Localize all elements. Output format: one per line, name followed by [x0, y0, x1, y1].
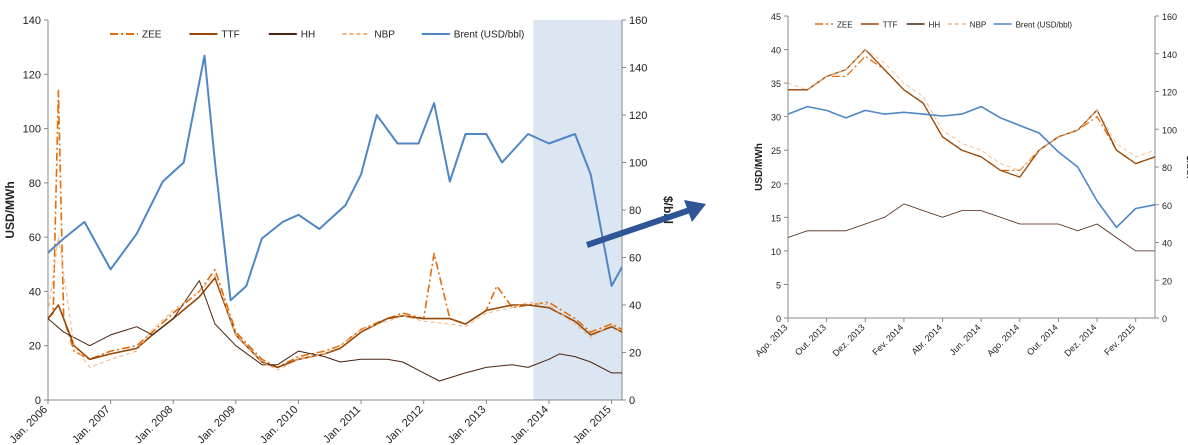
y2-tick-label: 60 — [629, 253, 641, 265]
y-tick-label: 100 — [23, 124, 41, 136]
legend-label: Brent (USD/bbl) — [454, 30, 525, 41]
x-tick-label: Jan. 2013 — [446, 404, 489, 445]
y-tick-label: 25 — [771, 146, 781, 156]
y2-tick-label: 20 — [1162, 276, 1172, 286]
zoom-arrow — [586, 200, 706, 248]
y-tick-label: 45 — [771, 12, 781, 22]
y-tick-label: 15 — [771, 213, 781, 223]
x-tick-label: Jan. 2009 — [195, 404, 238, 445]
y2-tick-label: 0 — [1162, 314, 1167, 324]
arrow-shaft — [586, 207, 691, 248]
x-tick-label: Jan. 2012 — [383, 404, 426, 445]
y-tick-label: 20 — [29, 341, 41, 353]
series-line-nbp — [787, 49, 1156, 171]
y2-tick-label: 40 — [629, 300, 641, 312]
x-tick-label: Jan. 2011 — [321, 404, 363, 445]
x-tick-label: Ago. 2014 — [985, 322, 1021, 358]
series-line-brent — [787, 105, 1156, 229]
y-tick-label: 35 — [771, 79, 781, 89]
y-tick-label: 40 — [771, 46, 781, 56]
series-line-hh — [787, 203, 1155, 252]
x-tick-label: Jan. 2006 — [7, 404, 50, 445]
y-tick-label: 40 — [29, 286, 41, 298]
y2-tick-label: 160 — [1162, 12, 1177, 22]
chart-2013-2015: 0 5 10 15 20 25 30 35 40 45 0 20 40 60 80 100 120 140 160 A… — [753, 12, 1188, 358]
x-tick-label: Ago. 2013 — [753, 322, 789, 358]
x-tick-label: Fev. 2014 — [870, 322, 905, 357]
y-tick-label: 60 — [29, 232, 41, 244]
y2-axis-title: $/bbl — [1184, 155, 1188, 179]
legend-label: HH — [301, 30, 315, 41]
y-tick-label: 10 — [771, 247, 781, 257]
y2-tick-label: 80 — [629, 205, 641, 217]
series-line-hh — [47, 280, 622, 382]
x-tick-label: Jan. 2014 — [508, 404, 551, 445]
x-tick-label: Out. 2014 — [1025, 322, 1060, 357]
y2-tick-label: 120 — [629, 110, 647, 122]
y-tick-label: 0 — [776, 314, 781, 324]
y2-tick-label: 100 — [1162, 125, 1177, 135]
legend-label: HH — [929, 21, 941, 30]
series-line-ttf — [47, 277, 623, 369]
x-tick-label: Dez. 2013 — [831, 322, 867, 358]
highlight-region — [533, 20, 622, 400]
y-tick-label: 0 — [35, 395, 41, 407]
series-line-brent — [47, 54, 623, 302]
legend-label: Brent (USD/bbl) — [1016, 21, 1073, 30]
y-tick-label: 80 — [29, 178, 41, 190]
y2-tick-label: 120 — [1162, 88, 1177, 98]
x-tick-label: Jan. 2007 — [70, 404, 113, 445]
y2-tick-label: 140 — [1162, 50, 1177, 60]
x-tick-label: Dez. 2014 — [1062, 322, 1098, 358]
y-axis-title: USD/MWh — [3, 181, 17, 238]
series-line-ttf — [788, 48, 1156, 178]
y-tick-label: 140 — [23, 15, 41, 27]
y2-tick-label: 160 — [629, 15, 647, 27]
y-axis-title: USD/MWh — [754, 143, 765, 191]
series-line-zee — [788, 55, 1156, 172]
y2-tick-label: 40 — [1162, 239, 1172, 249]
x-tick-label: Fev. 2015 — [1102, 322, 1137, 357]
legend-label: TTF — [883, 21, 898, 30]
x-tick-label: Jan. 2010 — [258, 404, 301, 445]
arrow-head — [684, 200, 706, 222]
x-tick-label: Out. 2013 — [793, 322, 828, 357]
y-tick-label: 30 — [771, 113, 781, 123]
y-tick-label: 20 — [771, 180, 781, 190]
y2-tick-label: 20 — [629, 348, 641, 360]
y2-tick-label: 100 — [629, 158, 647, 170]
y2-tick-label: 0 — [629, 395, 635, 407]
x-tick-label: Abr. 2014 — [910, 322, 944, 356]
series-line-nbp — [47, 236, 623, 371]
chart-2006-2015: 0 20 40 60 80 100 120 140 0 20 40 60 80 100 120 140 160 J… — [3, 15, 675, 445]
x-tick-label: Jun. 2014 — [948, 322, 983, 357]
legend-label: TTF — [221, 30, 239, 41]
x-tick-label: Jan. 2015 — [571, 404, 614, 445]
series-line-zee — [47, 89, 623, 369]
y2-tick-label: 60 — [1162, 201, 1172, 211]
legend-label: NBP — [374, 30, 395, 41]
legend-label: ZEE — [142, 30, 162, 41]
y-tick-label: 120 — [23, 69, 41, 81]
y2-tick-label: 140 — [629, 63, 647, 75]
legend-label: NBP — [970, 21, 986, 30]
y-tick-label: 5 — [776, 280, 781, 290]
y2-tick-label: 80 — [1162, 163, 1172, 173]
legend-label: ZEE — [837, 21, 853, 30]
x-tick-label: Jan. 2008 — [133, 404, 176, 445]
